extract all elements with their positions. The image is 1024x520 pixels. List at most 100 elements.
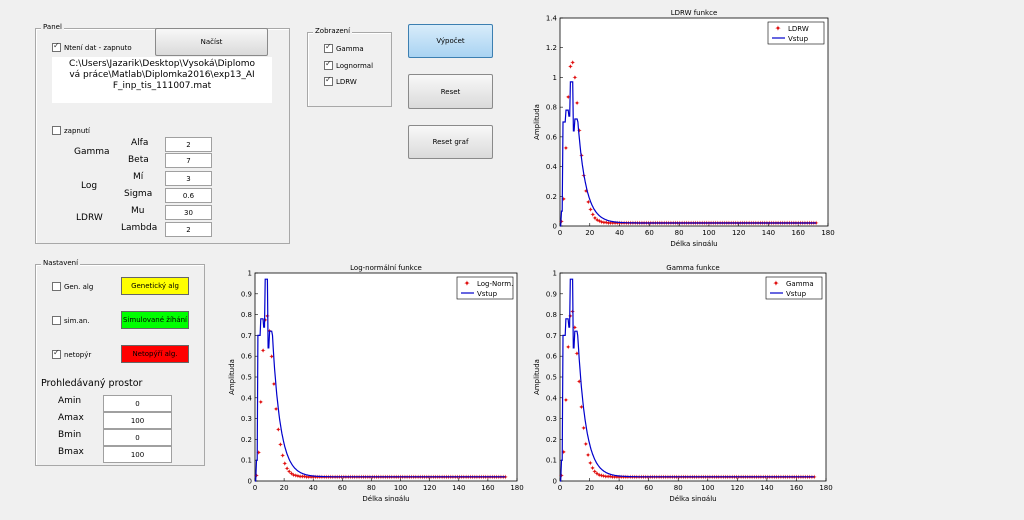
x-tick-label: 160 — [790, 484, 803, 492]
legend-label: Vstup — [477, 290, 498, 298]
model-point: ✦ — [567, 313, 573, 321]
space-input[interactable]: 100 — [103, 412, 172, 429]
y-tick-label: 1 — [248, 270, 252, 278]
space-label: Amax — [58, 413, 84, 423]
enable-checkbox[interactable]: zapnutí — [52, 126, 90, 135]
reset-button[interactable]: Reset — [408, 74, 493, 109]
space-label: Amin — [58, 396, 82, 406]
alg-checkbox-label: sim.an. — [64, 316, 90, 325]
model-point: ✦ — [598, 472, 604, 480]
model-point: ✦ — [254, 472, 260, 480]
model-point: ✦ — [603, 473, 609, 481]
display-lognormal-checkbox[interactable]: Lognormal — [324, 59, 374, 70]
model-point: ✦ — [607, 473, 613, 481]
param-label: Lambda — [121, 223, 158, 233]
file-path-display: C:\Users\Jazarik\Desktop\Vysoká\Diplomov… — [52, 57, 272, 103]
x-tick-label: 180 — [510, 484, 523, 492]
param-label: Sigma — [124, 189, 153, 199]
model-point: ✦ — [299, 473, 305, 481]
legend-label: Vstup — [788, 35, 809, 43]
genetic-alg-button[interactable]: Genetický alg — [121, 277, 189, 295]
display-lognormal-label: Lognormal — [336, 61, 374, 70]
display-ldrw-checkbox[interactable]: LDRW — [324, 75, 357, 86]
display-group: Zobrazení — [307, 27, 392, 107]
legend-label: LDRW — [788, 25, 809, 33]
input-series-line — [255, 278, 506, 482]
ldrw-chart: LDRW funkce Délka singálu Amplituda 0 20 40 60… — [533, 9, 835, 246]
y-tick-label: 0 — [553, 478, 557, 486]
y-tick-label: 0.9 — [241, 290, 252, 298]
model-point: ✦ — [612, 473, 618, 481]
alg-checkbox-bat[interactable]: netopýr — [52, 348, 92, 359]
model-point: ✦ — [291, 471, 297, 479]
bat-alg-button[interactable]: Netopýří alg. — [121, 345, 189, 363]
y-tick-label: 0.7 — [241, 332, 252, 340]
param-input[interactable]: 30 — [165, 205, 212, 220]
model-point: ✦ — [502, 473, 508, 481]
reset-graph-button[interactable]: Reset graf — [408, 125, 493, 159]
legend-marker-icon: ✦ — [773, 279, 780, 288]
y-tick-label: 0.8 — [241, 311, 252, 319]
model-point: ✦ — [583, 187, 589, 195]
param-input[interactable]: 2 — [165, 137, 212, 152]
model-point: ✦ — [813, 220, 819, 228]
space-label: Bmin — [58, 430, 82, 440]
model-point: ✦ — [280, 452, 286, 460]
param-input[interactable]: 2 — [165, 222, 212, 237]
x-tick-label: 120 — [732, 229, 745, 237]
model-point: ✦ — [559, 472, 565, 480]
space-input[interactable]: 0 — [103, 395, 172, 412]
param-input[interactable]: 3 — [165, 171, 212, 186]
x-tick-label: 80 — [674, 484, 683, 492]
input-series-line — [560, 81, 817, 227]
model-point: ✦ — [317, 473, 323, 481]
checkbox-unchecked-icon — [52, 316, 61, 325]
model-point: ✦ — [570, 59, 576, 67]
x-tick-label: 0 — [253, 484, 257, 492]
checkbox-checked-icon — [324, 59, 333, 70]
load-button[interactable]: Načíst — [155, 28, 268, 56]
model-point: ✦ — [258, 398, 264, 406]
model-point: ✦ — [601, 473, 607, 481]
model-point: ✦ — [811, 473, 817, 481]
chart-title: LDRW funkce — [671, 9, 718, 17]
model-point: ✦ — [278, 441, 284, 449]
alg-checkbox-label: netopýr — [64, 350, 92, 359]
y-tick-label: 1.2 — [546, 44, 557, 52]
param-label: Mí — [133, 172, 144, 182]
alg-checkbox-sim[interactable]: sim.an. — [52, 316, 90, 325]
gamma-chart: Gamma funkce Délka singálu Amplituda 0 20 40 6… — [533, 264, 833, 501]
checkbox-unchecked-icon — [52, 126, 61, 135]
model-point: ✦ — [295, 473, 301, 481]
x-tick-label: 180 — [819, 484, 832, 492]
model-point: ✦ — [596, 471, 602, 479]
load-data-checkbox[interactable]: Ntení dat - zapnuto — [52, 41, 132, 52]
display-gamma-label: Gamma — [336, 44, 364, 53]
x-tick-label: 60 — [645, 229, 654, 237]
model-point: ✦ — [323, 473, 329, 481]
model-point: ✦ — [616, 473, 622, 481]
model-point: ✦ — [576, 378, 582, 386]
compute-button[interactable]: Výpočet — [408, 24, 493, 58]
y-tick-label: 0.9 — [546, 290, 557, 298]
y-axis-label: Amplituda — [533, 359, 541, 395]
display-gamma-checkbox[interactable]: Gamma — [324, 42, 364, 53]
model-point: ✦ — [282, 460, 288, 468]
space-input[interactable]: 0 — [103, 429, 172, 446]
model-point: ✦ — [578, 404, 584, 412]
checkbox-checked-icon — [52, 348, 61, 359]
y-tick-label: 0.5 — [546, 374, 557, 382]
alg-checkbox-gen[interactable]: Gen. alg — [52, 282, 93, 291]
sim-annealing-button[interactable]: Simulované žíhání — [121, 311, 189, 329]
load-data-label: Ntení dat - zapnuto — [64, 43, 132, 52]
model-point: ✦ — [632, 473, 638, 481]
model-point: ✦ — [623, 220, 629, 228]
y-tick-label: 0.1 — [241, 457, 252, 465]
model-point: ✦ — [612, 219, 618, 227]
model-point: ✦ — [605, 219, 611, 227]
space-input[interactable]: 100 — [103, 446, 172, 463]
param-input[interactable]: 7 — [165, 153, 212, 168]
param-input[interactable]: 0.6 — [165, 188, 212, 203]
x-axis-label: Délka singálu — [670, 240, 717, 246]
x-axis-label: Délka singálu — [362, 495, 409, 501]
